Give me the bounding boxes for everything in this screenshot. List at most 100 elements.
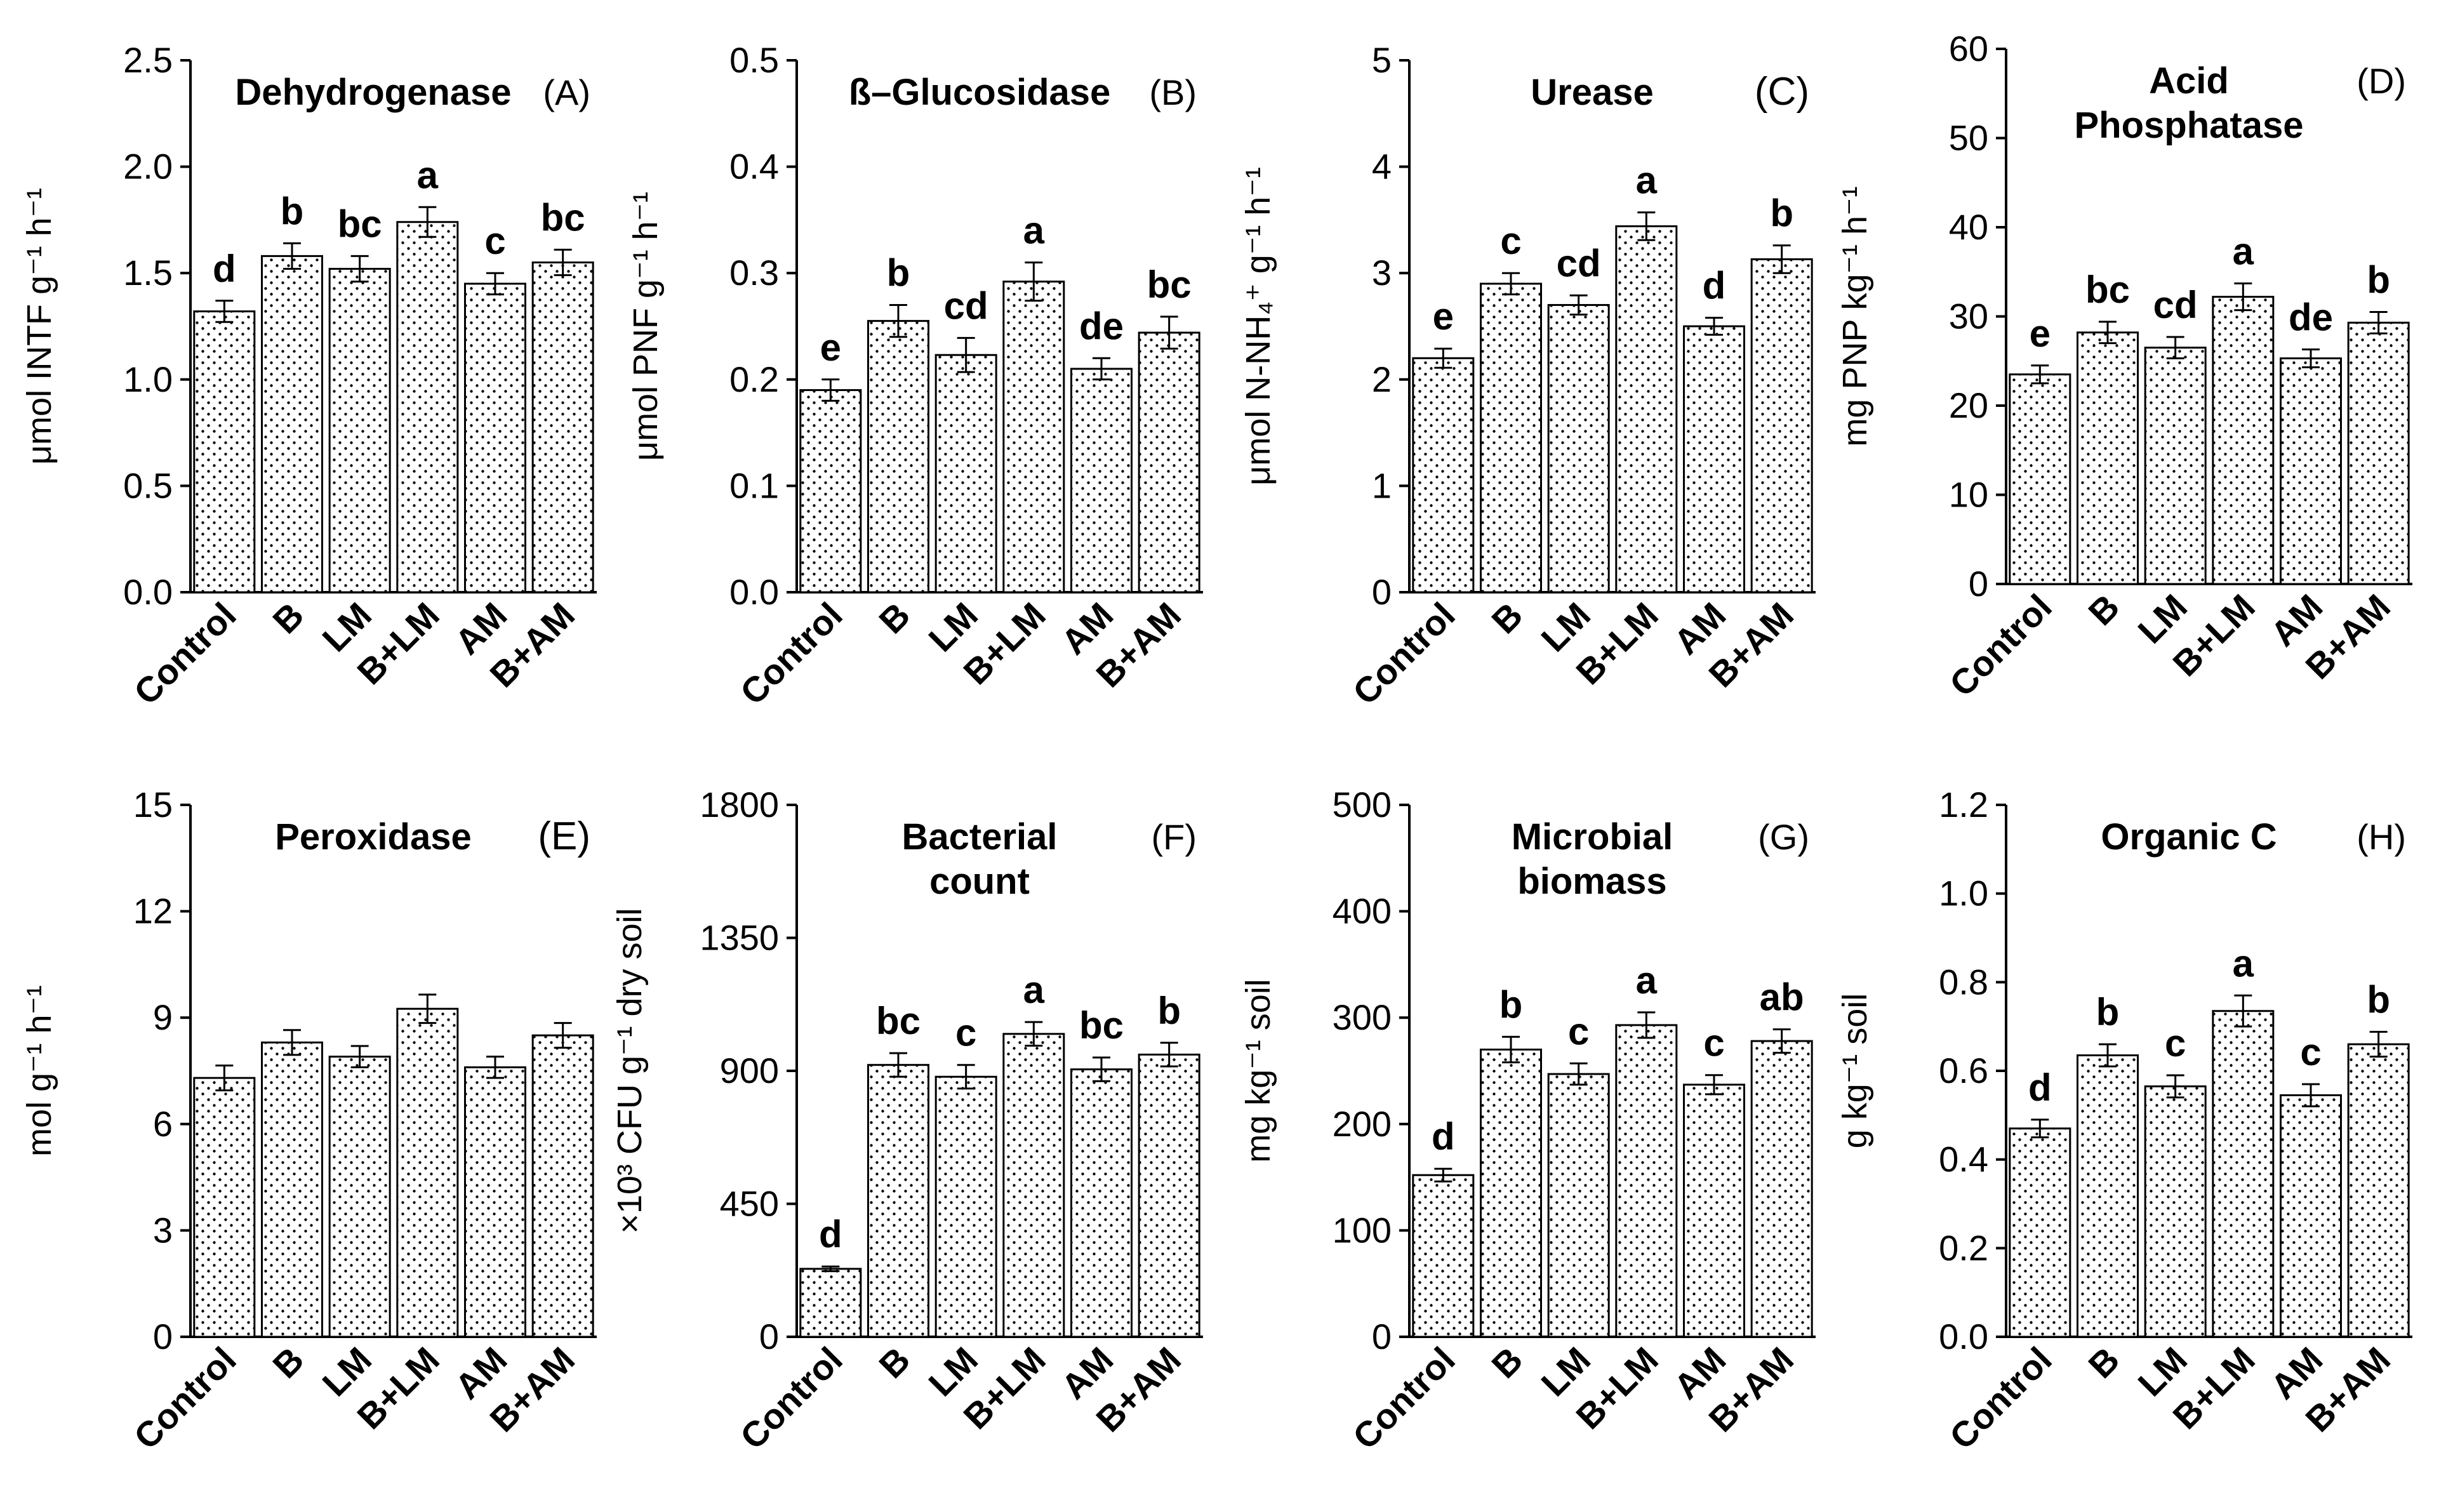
panel-label: (G)	[1758, 817, 1809, 857]
x-tick-label: Control	[1942, 587, 2059, 704]
y-tick-label: 0	[1969, 564, 1988, 604]
chart-title: Phosphatase	[2075, 105, 2304, 146]
y-tick-label: 1.2	[1939, 785, 1988, 825]
bar-lm	[1547, 303, 1610, 594]
error-bar	[1160, 1042, 1178, 1068]
error-bar	[486, 1056, 504, 1079]
error-bar	[283, 242, 301, 270]
y-tick-label: 5	[1372, 40, 1392, 80]
significance-letter: ab	[1760, 976, 1804, 1019]
bar-lm	[328, 1056, 391, 1338]
y-tick-label: 0.0	[123, 572, 173, 612]
bar-b	[867, 1064, 929, 1338]
error-bar	[2166, 1074, 2184, 1099]
y-tick-label: 0.3	[729, 253, 779, 293]
panel-label: (D)	[2357, 61, 2406, 101]
y-tick-label: 0.2	[729, 359, 779, 399]
chart-panel-1: 0.00.51.01.52.02.5dControlbBbcLMaB+LMcAM…	[20, 40, 597, 712]
error-bar	[1569, 1062, 1588, 1086]
significance-letter: cd	[2153, 284, 2198, 326]
error-bar	[957, 336, 975, 373]
error-bar	[2234, 282, 2252, 312]
error-bar	[554, 248, 572, 277]
bar-lm	[2144, 1085, 2207, 1338]
y-tick-label: 12	[133, 891, 173, 931]
error-bar	[2099, 1043, 2117, 1068]
error-bar	[486, 272, 504, 296]
bar-control	[2009, 1127, 2071, 1338]
bar-am	[1683, 325, 1745, 594]
bar-am	[2280, 357, 2342, 585]
y-tick-label: 0	[1372, 572, 1392, 612]
significance-letter: a	[2233, 230, 2254, 273]
significance-letter: b	[281, 190, 304, 232]
error-bar	[418, 206, 437, 238]
chart-panel-3: 012345eControlcBcdLMaB+LMdAMbB+AMUrease(…	[1239, 40, 1816, 712]
y-tick-label: 1.5	[123, 253, 173, 293]
y-tick-label: 3	[153, 1210, 173, 1250]
y-tick-label: 900	[720, 1051, 779, 1091]
error-bar	[1434, 1167, 1453, 1183]
bar-b	[1480, 1048, 1542, 1338]
bar-am	[1683, 1084, 1745, 1338]
y-tick-label: 0	[153, 1316, 173, 1356]
y-tick-label: 450	[720, 1184, 779, 1224]
bar-b-plus-am	[1138, 331, 1200, 594]
chart-title: ß–Glucosidase	[849, 72, 1111, 113]
y-tick-label: 3	[1372, 253, 1392, 293]
x-tick-label: Control	[1942, 1339, 2059, 1457]
error-bar	[1502, 1035, 1520, 1064]
error-bar	[1160, 315, 1178, 350]
significance-letter: cd	[1557, 242, 1601, 284]
y-tick-label: 60	[1949, 29, 1988, 69]
significance-letter: bc	[1079, 1004, 1124, 1047]
x-tick-label: Control	[733, 595, 850, 712]
significance-letter: a	[2233, 942, 2254, 985]
y-tick-label: 15	[133, 785, 173, 825]
bar-control	[799, 389, 862, 594]
chart-title: count	[929, 861, 1030, 902]
bar-lm	[328, 267, 391, 594]
bar-b	[261, 1041, 323, 1338]
bar-b-plus-lm	[2212, 1010, 2275, 1338]
x-tick-label: B	[265, 1339, 311, 1386]
significance-letter: b	[1157, 990, 1181, 1032]
panel-label: (E)	[538, 814, 590, 858]
y-tick-label: 1	[1372, 465, 1392, 505]
error-bar	[1637, 211, 1656, 241]
y-tick-label: 500	[1333, 785, 1392, 825]
chart-panel-6: 045090013501800dControlbcBcLMaB+LMbcAMbB…	[611, 785, 1203, 1457]
y-tick-label: 0.4	[1939, 1139, 1988, 1179]
bar-b	[261, 255, 323, 594]
error-bar	[2234, 994, 2252, 1028]
bar-control	[1412, 357, 1475, 594]
y-tick-label: 100	[1333, 1210, 1392, 1250]
y-tick-label: 0.0	[729, 572, 779, 612]
y-tick-label: 0.6	[1939, 1051, 1988, 1091]
bar-b-plus-lm	[396, 1007, 459, 1338]
bar-control	[193, 310, 256, 594]
bar-lm	[934, 1075, 997, 1338]
error-bar	[350, 1045, 369, 1068]
panel-label: (H)	[2357, 817, 2406, 857]
error-bar	[283, 1029, 301, 1056]
bar-b-plus-am	[1750, 258, 1813, 594]
panel-label: (C)	[1755, 70, 1809, 114]
chart-title: Urease	[1531, 72, 1653, 113]
x-tick-label: B	[2080, 587, 2127, 633]
y-tick-label: 1.0	[123, 359, 173, 399]
significance-letter: d	[819, 1213, 842, 1256]
y-tick-label: 0.2	[1939, 1228, 1988, 1268]
x-tick-label: B	[2080, 1339, 2127, 1386]
error-bar	[1705, 317, 1723, 336]
x-tick-label: B	[1484, 595, 1530, 641]
significance-letter: b	[887, 251, 910, 294]
significance-letter: c	[2165, 1022, 2186, 1064]
error-bar	[350, 255, 369, 283]
error-bar	[2369, 310, 2388, 335]
x-tick-label: Control	[1345, 1339, 1463, 1457]
bar-b	[1480, 282, 1542, 594]
bar-lm	[1547, 1073, 1610, 1338]
significance-letter: bc	[1147, 263, 1192, 306]
error-bar	[821, 378, 840, 402]
